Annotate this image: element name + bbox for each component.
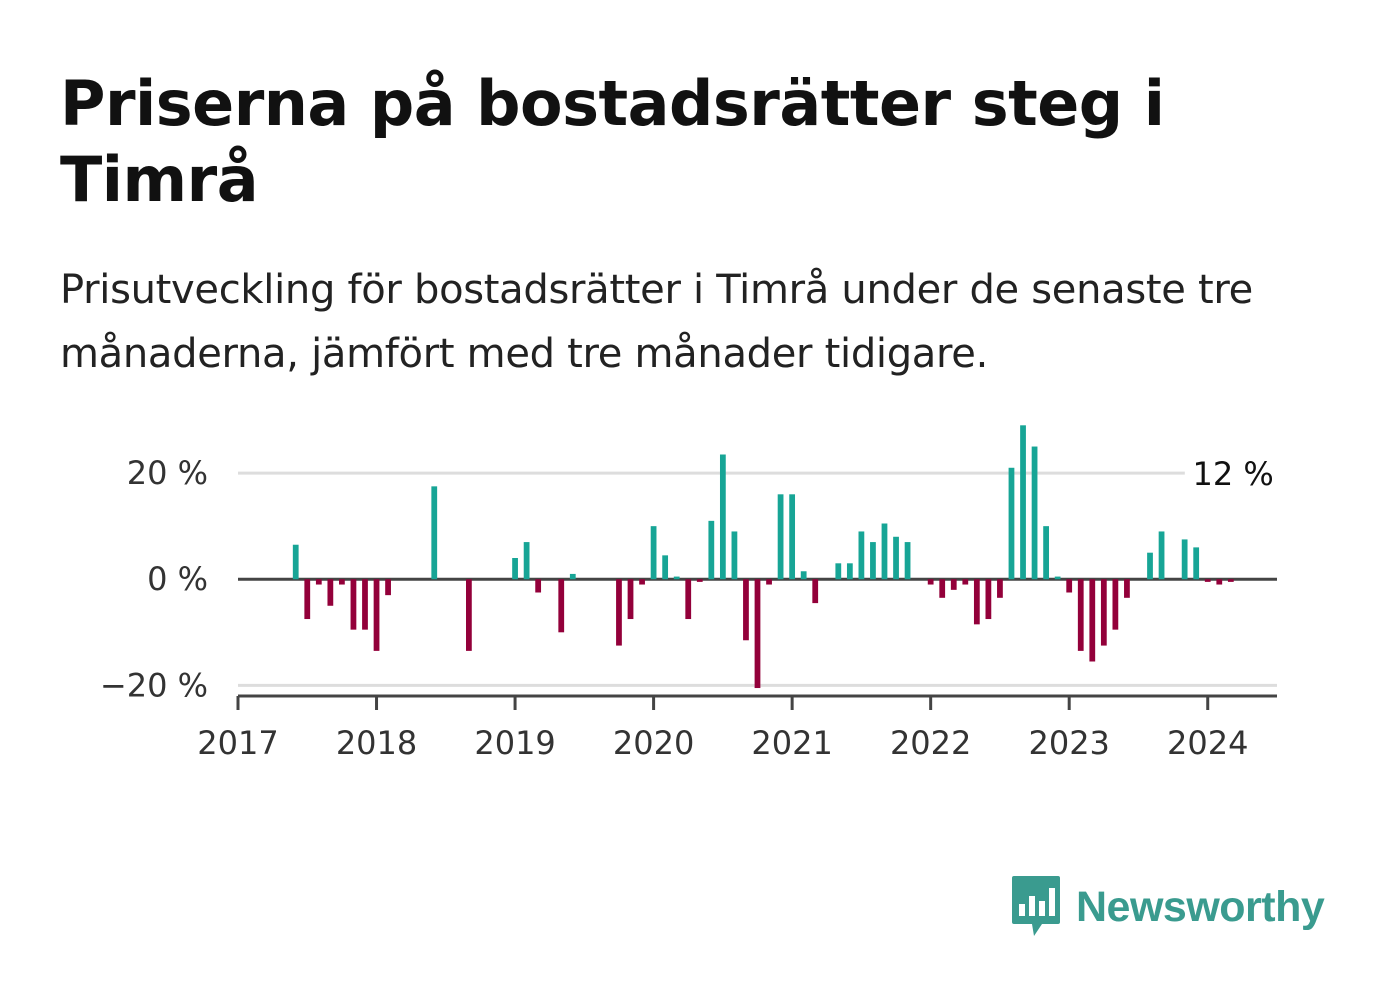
bar-2022-05: [973, 579, 980, 625]
bar-2021-06: [846, 563, 853, 580]
bar-2020-01: [650, 526, 657, 580]
bar-2023-06: [1124, 579, 1130, 598]
bar-2018-02: [385, 579, 391, 596]
axes: [236, 694, 1277, 710]
bar-2022-12: [1054, 576, 1061, 580]
bar-2023-03: [1089, 579, 1096, 662]
bar-2020-05: [696, 579, 703, 582]
bar-2020-10: [754, 579, 761, 689]
bar-2021-09: [881, 523, 888, 580]
bar-2021-05: [835, 563, 842, 580]
bar-2024-02: [1216, 579, 1223, 585]
bar-2020-09: [743, 579, 749, 641]
x-tick-label: 2024: [1167, 724, 1248, 762]
bar-2019-03: [535, 579, 542, 593]
bar-2019-10: [616, 579, 622, 646]
bar-2023-02: [1077, 579, 1084, 651]
x-tick-label: 2019: [474, 724, 555, 762]
newsworthy-bar-chart-icon: [1012, 876, 1060, 936]
bar-2022-06: [985, 579, 992, 620]
bar-2020-02: [662, 555, 669, 580]
bar-2022-08: [1008, 467, 1015, 580]
bar-2022-03: [950, 579, 957, 590]
bar-2021-10: [893, 536, 899, 580]
bar-2020-07: [719, 454, 726, 580]
bar-2020-04: [685, 579, 692, 620]
bar-2021-01: [789, 494, 796, 580]
x-tick-label: 2021: [751, 724, 832, 762]
bar-2023-05: [1112, 579, 1119, 630]
bar-2022-11: [1043, 526, 1049, 580]
bar-2017-06: [292, 544, 299, 580]
bar-2022-01: [927, 579, 934, 585]
bar-2017-07: [304, 579, 311, 620]
bar-2020-12: [777, 494, 784, 580]
bar-2018-09: [466, 579, 472, 651]
y-tick-label: −20 %: [100, 666, 208, 704]
chart-title: Priserna på bostadsrätter steg i Timrå: [60, 67, 1165, 216]
bar-2021-11: [904, 542, 911, 580]
x-tick-label: 2020: [613, 724, 694, 762]
bar-2020-06: [708, 520, 715, 580]
bar-2023-08: [1147, 552, 1153, 580]
bar-2017-09: [327, 579, 334, 606]
bar-2023-11: [1181, 539, 1188, 580]
bar-2021-08: [870, 542, 876, 580]
brand-name: Newsworthy: [1076, 882, 1325, 931]
bar-2017-08: [315, 579, 322, 585]
bar-2021-07: [858, 531, 865, 580]
bar-2019-06: [569, 573, 576, 580]
bar-2017-11: [350, 579, 357, 630]
bar-2023-04: [1100, 579, 1107, 646]
x-tick-label: 2023: [1028, 724, 1109, 762]
bar-2017-10: [339, 579, 345, 585]
bar-2019-12: [639, 579, 645, 585]
bars: [292, 425, 1234, 689]
bar-2022-09: [1020, 425, 1026, 580]
bar-2022-02: [939, 579, 946, 598]
tick-labels: 20 % 0 % −20 % 2017 2018 2019 2020 2021 2022 2023…: [100, 451, 1285, 762]
bar-2019-05: [558, 579, 565, 633]
bar-2017-12: [362, 579, 368, 630]
chart-subtitle: Prisutveckling för bostadsrätter i Timrå…: [60, 267, 1253, 377]
y-tick-label: 0 %: [147, 560, 208, 598]
bar-2023-12: [1193, 547, 1200, 580]
x-tick-label: 2018: [336, 724, 417, 762]
bar-2022-07: [997, 579, 1003, 598]
bar-2019-11: [627, 579, 634, 620]
bar-2022-10: [1031, 446, 1038, 580]
brand-logo: Newsworthy: [1010, 872, 1325, 942]
annotation-background: [1184, 451, 1285, 492]
x-tick-label: 2022: [890, 724, 971, 762]
bar-2020-08: [731, 531, 738, 580]
y-tick-label: 20 %: [127, 454, 208, 492]
bar-2021-02: [800, 571, 807, 580]
bar-2018-01: [373, 579, 380, 651]
bar-2019-02: [523, 542, 530, 580]
bar-2021-03: [812, 579, 819, 604]
bar-2022-04: [962, 579, 969, 585]
x-tick-label: 2017: [197, 724, 278, 762]
bar-chart: 20 % 0 % −20 % 2017 2018 2019 2020 2021 2022 2023…: [100, 425, 1285, 762]
bar-2020-03: [673, 576, 680, 580]
bar-2018-06: [431, 486, 438, 580]
bar-2024-03: [1227, 579, 1234, 582]
bar-2019-01: [512, 558, 518, 580]
bar-2020-11: [766, 579, 772, 585]
latest-value-label: 12 %: [1193, 455, 1274, 493]
bar-2023-01: [1066, 579, 1073, 593]
bar-2023-09: [1158, 531, 1165, 580]
bar-2024-01: [1204, 579, 1211, 582]
